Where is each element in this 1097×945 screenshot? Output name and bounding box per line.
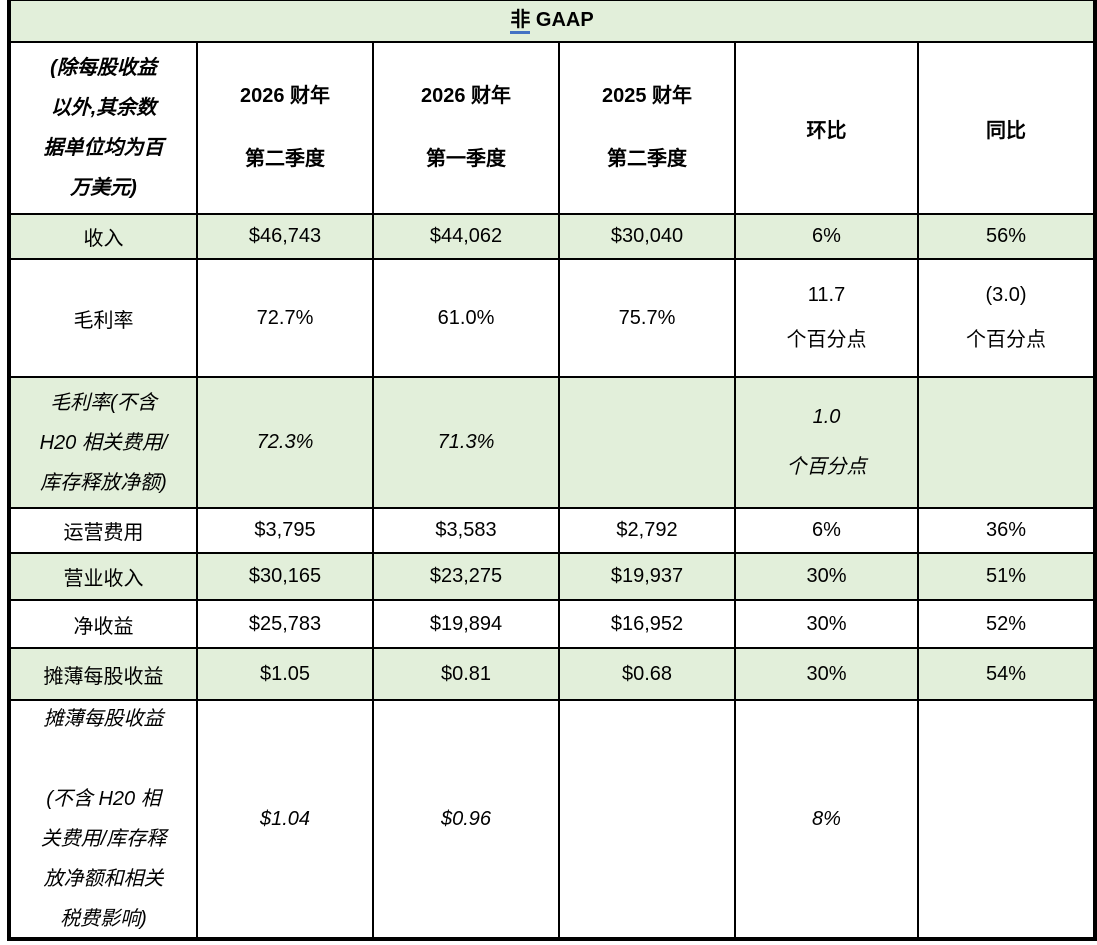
data-cell: $3,795 (197, 508, 373, 553)
data-cell: 52% (918, 600, 1094, 648)
row-label-diluted-eps-ex-h20: 摊薄每股收益 (不含 H20 相关费用/库存释 放净额和相关 税费影响) (10, 700, 197, 938)
data-cell: $19,937 (559, 553, 735, 600)
data-cell: $0.81 (373, 648, 559, 700)
data-cell (918, 377, 1094, 508)
row-label-operating-expenses: 运营费用 (10, 508, 197, 553)
column-header-description: (除每股收益 以外,其余数 据单位均为百 万美元) (10, 42, 197, 214)
data-cell: 30% (735, 553, 918, 600)
row-label-gross-margin-ex-h20: 毛利率(不含 H20 相关费用/库存释放净额) (10, 377, 197, 508)
data-cell: 8% (735, 700, 918, 938)
data-cell: 11.7 个百分点 (735, 259, 918, 377)
row-label-operating-income: 营业收入 (10, 553, 197, 600)
data-cell (559, 377, 735, 508)
data-cell: $1.04 (197, 700, 373, 938)
data-cell: $46,743 (197, 214, 373, 259)
data-cell: 72.3% (197, 377, 373, 508)
data-cell: 51% (918, 553, 1094, 600)
data-cell: 71.3% (373, 377, 559, 508)
table-title: 非 GAAP (10, 0, 1094, 42)
column-header-q2-fy2026: 2026 财年 第二季度 (197, 42, 373, 214)
title-text: GAAP (530, 8, 594, 31)
data-cell: $23,275 (373, 553, 559, 600)
data-cell: 61.0% (373, 259, 559, 377)
data-cell: $19,894 (373, 600, 559, 648)
non-gaap-financial-table: 非 GAAP (除每股收益 以外,其余数 据单位均为百 万美元) 2026 财年 第二季… (7, 0, 1097, 941)
title-underlined-text: 非 (510, 9, 531, 34)
data-cell: 30% (735, 648, 918, 700)
column-header-q2-fy2025: 2025 财年 第二季度 (559, 42, 735, 214)
data-cell: 30% (735, 600, 918, 648)
data-cell: $1.05 (197, 648, 373, 700)
data-cell (918, 700, 1094, 938)
data-cell: 72.7% (197, 259, 373, 377)
data-cell: $0.68 (559, 648, 735, 700)
data-cell: 54% (918, 648, 1094, 700)
data-cell: 75.7% (559, 259, 735, 377)
data-cell: $30,165 (197, 553, 373, 600)
data-cell: $16,952 (559, 600, 735, 648)
row-label-revenue: 收入 (10, 214, 197, 259)
data-cell: 56% (918, 214, 1094, 259)
row-label-gross-margin: 毛利率 (10, 259, 197, 377)
row-label-diluted-eps: 摊薄每股收益 (10, 648, 197, 700)
data-cell: 36% (918, 508, 1094, 553)
data-cell: $30,040 (559, 214, 735, 259)
column-header-yoy: 同比 (918, 42, 1094, 214)
data-cell (559, 700, 735, 938)
data-cell: $2,792 (559, 508, 735, 553)
row-label-net-income: 净收益 (10, 600, 197, 648)
data-cell: (3.0) 个百分点 (918, 259, 1094, 377)
data-cell: 6% (735, 508, 918, 553)
column-header-q1-fy2026: 2026 财年 第一季度 (373, 42, 559, 214)
data-cell: $25,783 (197, 600, 373, 648)
column-header-qoq: 环比 (735, 42, 918, 214)
data-cell: 1.0 个百分点 (735, 377, 918, 508)
data-cell: $0.96 (373, 700, 559, 938)
data-cell: $3,583 (373, 508, 559, 553)
data-cell: $44,062 (373, 214, 559, 259)
data-cell: 6% (735, 214, 918, 259)
